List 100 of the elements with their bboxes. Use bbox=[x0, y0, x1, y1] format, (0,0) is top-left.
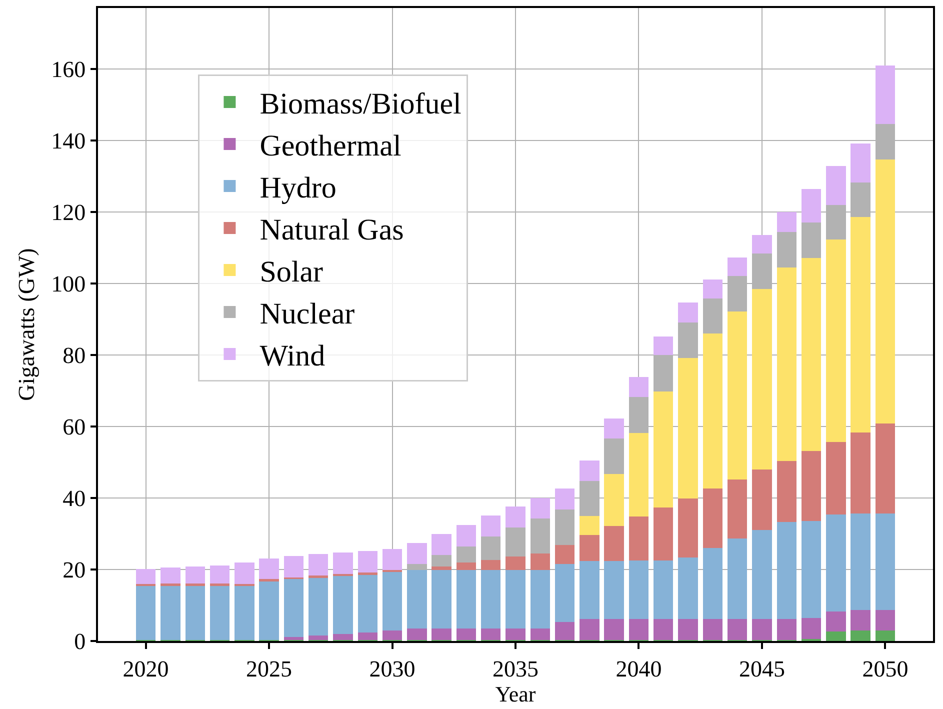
bar bbox=[456, 524, 476, 547]
bar bbox=[826, 611, 846, 632]
legend-label: Biomass/Biofuel bbox=[260, 88, 462, 121]
x-tick-label: 2025 bbox=[246, 656, 292, 682]
bar bbox=[136, 585, 156, 640]
bar bbox=[308, 636, 328, 640]
bar bbox=[160, 567, 180, 584]
bar bbox=[506, 570, 526, 628]
bar bbox=[432, 628, 452, 640]
bar bbox=[875, 424, 896, 514]
bar bbox=[210, 583, 230, 586]
x-tick-label: 2020 bbox=[122, 656, 169, 682]
bar bbox=[752, 470, 772, 530]
bar bbox=[850, 144, 870, 183]
bar bbox=[826, 514, 846, 612]
bar bbox=[580, 516, 600, 536]
bar bbox=[481, 515, 501, 537]
bar bbox=[506, 528, 526, 557]
bar bbox=[456, 562, 476, 570]
bar bbox=[850, 217, 870, 432]
bar bbox=[554, 488, 575, 510]
bar bbox=[308, 554, 328, 576]
bar bbox=[333, 634, 353, 640]
bar bbox=[628, 560, 649, 620]
legend-label: Geothermal bbox=[260, 130, 402, 163]
bar bbox=[875, 66, 896, 124]
bar bbox=[382, 630, 402, 640]
bar bbox=[580, 535, 600, 561]
bar bbox=[432, 555, 452, 567]
bar bbox=[702, 298, 723, 334]
bar bbox=[234, 562, 254, 584]
bar bbox=[481, 560, 501, 570]
x-tick-label: 2050 bbox=[862, 656, 908, 682]
bar bbox=[530, 518, 550, 554]
bar bbox=[678, 358, 698, 498]
bar bbox=[604, 619, 624, 640]
bar bbox=[628, 516, 649, 561]
bar bbox=[481, 536, 501, 560]
bar bbox=[678, 498, 698, 558]
bar bbox=[506, 506, 526, 528]
bar bbox=[604, 438, 624, 474]
y-axis-title: Gigawatts (GW) bbox=[14, 248, 40, 401]
bar bbox=[801, 258, 822, 452]
bar bbox=[776, 522, 796, 620]
bar bbox=[530, 570, 550, 628]
bar bbox=[259, 558, 279, 580]
bar bbox=[580, 619, 600, 640]
bar bbox=[628, 432, 649, 517]
x-tick-label: 2035 bbox=[492, 656, 538, 682]
bar bbox=[702, 333, 723, 488]
bar bbox=[358, 574, 378, 632]
bar bbox=[826, 632, 846, 641]
bar bbox=[727, 538, 748, 620]
bar bbox=[801, 618, 822, 640]
y-tick-label: 20 bbox=[62, 558, 86, 583]
bar bbox=[776, 460, 796, 522]
bar bbox=[801, 222, 822, 258]
bar bbox=[160, 583, 180, 586]
bar bbox=[554, 564, 575, 622]
bar bbox=[554, 622, 575, 640]
bar bbox=[628, 377, 649, 398]
bar bbox=[210, 566, 230, 584]
bar bbox=[875, 513, 896, 610]
bar bbox=[554, 509, 575, 545]
bar bbox=[702, 488, 723, 548]
y-tick-label: 40 bbox=[62, 486, 86, 511]
bar bbox=[358, 550, 378, 573]
bar bbox=[407, 570, 427, 628]
bar bbox=[506, 556, 526, 570]
bar bbox=[654, 619, 674, 640]
bar bbox=[850, 513, 870, 610]
bar bbox=[752, 289, 772, 470]
bar bbox=[358, 632, 378, 640]
bar bbox=[678, 557, 698, 620]
bar bbox=[702, 619, 723, 640]
bar bbox=[727, 619, 748, 640]
bar bbox=[530, 498, 550, 518]
bar bbox=[678, 619, 698, 640]
legend-label: Hydro bbox=[260, 172, 336, 205]
bar bbox=[776, 619, 796, 640]
bar bbox=[604, 560, 624, 620]
bar bbox=[234, 586, 254, 640]
bar bbox=[826, 442, 846, 514]
bar bbox=[654, 336, 674, 355]
bar bbox=[875, 159, 896, 424]
bar bbox=[875, 630, 896, 641]
bar bbox=[604, 474, 624, 526]
bar bbox=[654, 392, 674, 508]
bar bbox=[481, 628, 501, 640]
bar bbox=[776, 267, 796, 461]
bar bbox=[259, 581, 279, 640]
bar bbox=[185, 585, 205, 640]
bar bbox=[801, 188, 822, 223]
bar bbox=[382, 572, 402, 631]
bar bbox=[604, 418, 624, 439]
bar bbox=[160, 585, 180, 640]
bar bbox=[284, 556, 304, 578]
y-tick-label: 80 bbox=[62, 342, 86, 368]
bar bbox=[604, 526, 624, 561]
y-tick-label: 0 bbox=[74, 629, 86, 654]
